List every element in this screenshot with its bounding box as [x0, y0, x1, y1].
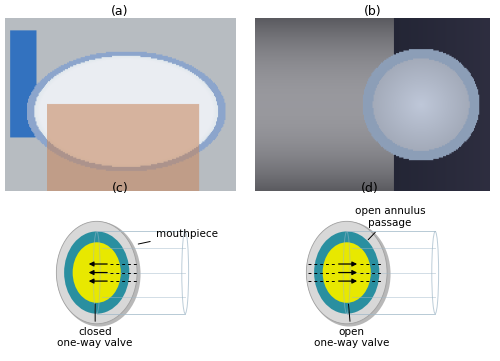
Ellipse shape [322, 242, 371, 303]
Title: (d): (d) [361, 182, 379, 195]
Text: mouthpiece: mouthpiece [138, 229, 218, 244]
Text: closed
one-way valve: closed one-way valve [58, 304, 133, 348]
Title: (b): (b) [364, 5, 382, 18]
Ellipse shape [72, 242, 121, 303]
Ellipse shape [308, 222, 390, 326]
Title: (c): (c) [112, 182, 128, 195]
Text: open
one-way valve: open one-way valve [314, 304, 389, 348]
Ellipse shape [314, 231, 380, 314]
Text: open annulus
passage: open annulus passage [355, 206, 426, 240]
Ellipse shape [64, 231, 130, 314]
Ellipse shape [306, 221, 387, 324]
Title: (a): (a) [112, 5, 129, 18]
Ellipse shape [58, 222, 140, 326]
Ellipse shape [56, 221, 137, 324]
